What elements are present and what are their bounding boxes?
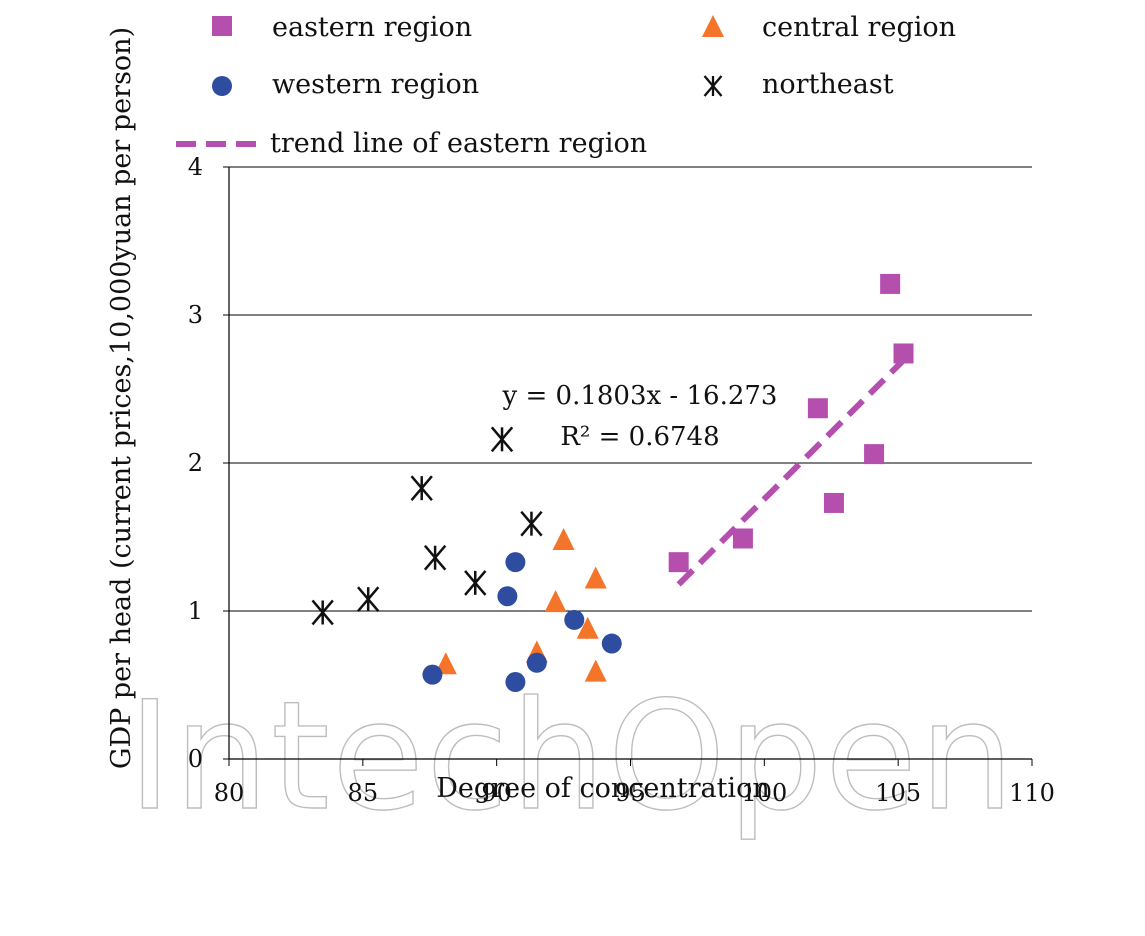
data-point-western-region [526, 652, 547, 673]
legend-marker-central [702, 15, 724, 37]
legend-label-northeast: northeast [762, 69, 894, 100]
trend-line-eastern [676, 358, 906, 587]
data-point-eastern-region [807, 398, 828, 419]
data-point-central-region [552, 527, 575, 550]
data-point-northeast [490, 426, 514, 453]
y-tick-label: 2 [188, 449, 203, 477]
legend-label-eastern: eastern region [272, 12, 472, 43]
data-point-western-region [505, 552, 526, 573]
data-point-eastern-region [732, 528, 753, 549]
x-tick-label: 80 [214, 779, 245, 807]
tick-labels: 0 1 2 3 4 80 85 90 95 100 105 110 [188, 153, 1055, 807]
y-tick-label: 3 [188, 301, 203, 329]
legend-marker-northeast [703, 75, 723, 97]
data-point-northeast [311, 599, 334, 626]
x-tick-label: 105 [875, 779, 921, 807]
x-tick-label: 110 [1009, 779, 1055, 807]
data-point-northeast [357, 586, 380, 612]
data-point-western-region [601, 633, 622, 654]
legend-marker-western [212, 76, 232, 96]
x-tick-label: 85 [348, 779, 379, 807]
data-point-eastern-region [823, 492, 844, 513]
watermark: IntechOpen [128, 670, 1017, 844]
legend-label-western: western region [272, 69, 479, 100]
legend-label-trend: trend line of eastern region [270, 128, 647, 159]
data-point-northeast [520, 510, 543, 537]
data-point-central-region [584, 659, 607, 682]
legend-label-central: central region [762, 12, 956, 43]
data-point-central-region [576, 616, 599, 639]
data-point-eastern-region [668, 552, 689, 573]
data-point-eastern-region [880, 273, 901, 294]
x-axis-title: Degree of concentration [436, 773, 769, 804]
x-tick-label: 100 [741, 779, 787, 807]
legend: eastern region central region western re… [176, 12, 956, 159]
data-point-central-region [584, 566, 607, 589]
x-tick-label: 90 [481, 779, 512, 807]
y-tick-label: 0 [188, 745, 203, 773]
data-point-northeast [423, 544, 447, 571]
y-axis-title: GDP per head (current prices,10,000yuan … [106, 27, 137, 769]
data-point-northeast [464, 570, 487, 596]
data-point-western-region [564, 609, 585, 630]
legend-marker-eastern [212, 16, 232, 36]
grid-lines [229, 166, 1032, 612]
trend-equation: y = 0.1803x - 16.273 [502, 381, 778, 411]
x-tick-label: 95 [615, 779, 646, 807]
data-point-western-region [497, 586, 518, 607]
data-point-eastern-region [893, 343, 914, 364]
y-tick-label: 4 [188, 153, 203, 181]
data-point-northeast [410, 475, 433, 501]
data-point-western-region [505, 672, 526, 693]
data-points [311, 273, 914, 693]
data-point-eastern-region [864, 444, 885, 465]
data-point-central-region [544, 590, 567, 613]
y-tick-label: 1 [188, 597, 203, 625]
trend-r-squared: R² = 0.6748 [560, 422, 719, 452]
data-point-western-region [422, 664, 443, 685]
axes [223, 166, 1033, 766]
